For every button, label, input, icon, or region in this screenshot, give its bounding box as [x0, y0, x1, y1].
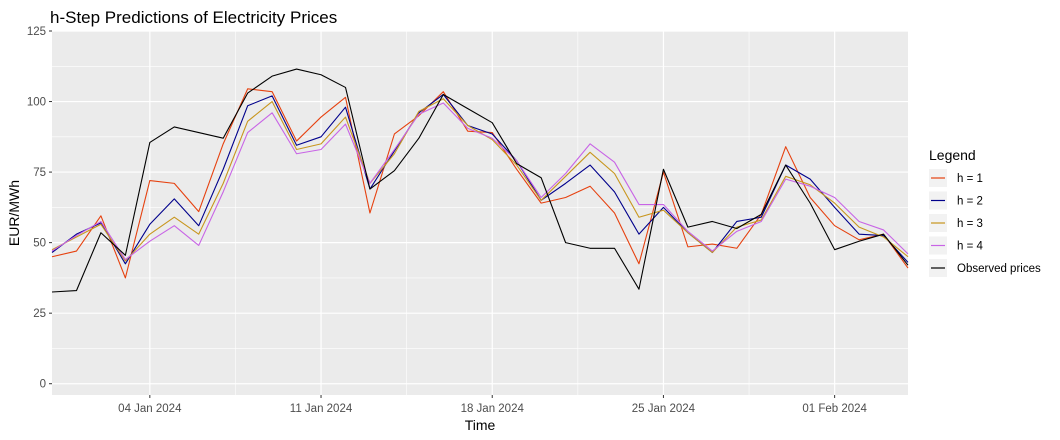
series-line-h-3 [51, 98, 909, 262]
series-line-h-4 [51, 102, 909, 261]
series-line-observed-prices [51, 68, 909, 293]
x-tick-label: 25 Jan 2024 [632, 403, 696, 415]
x-tick-label: 18 Jan 2024 [461, 403, 525, 415]
legend-label: h = 1 [957, 173, 983, 185]
x-tick-label: 04 Jan 2024 [118, 403, 182, 415]
y-tick-label: 100 [27, 97, 46, 109]
legend-items: h = 1 h = 2 h = 3 h = 4 Observed prices [929, 169, 1041, 277]
y-tick-label: 0 [40, 379, 46, 391]
y-tick-label: 75 [33, 167, 46, 179]
series-line-h-1 [51, 88, 909, 279]
x-tick-label: 01 Feb 2024 [802, 403, 867, 415]
legend-label: h = 2 [957, 196, 983, 208]
x-tick-label: 11 Jan 2024 [290, 403, 353, 415]
legend-label: h = 4 [957, 241, 984, 253]
series-layer [51, 68, 909, 293]
legend-title: Legend [929, 147, 976, 163]
legend-label: h = 3 [957, 218, 983, 230]
x-axis-title: Time [465, 417, 496, 433]
series-line-h-2 [51, 93, 909, 265]
chart-title: h-Step Predictions of Electricity Prices [50, 8, 337, 27]
y-tick-label: 125 [27, 26, 46, 38]
legend-label: Observed prices [957, 263, 1041, 275]
y-tick-label: 50 [33, 238, 46, 250]
y-axis-title: EUR/MWh [6, 180, 22, 246]
y-tick-label: 25 [33, 308, 46, 320]
axis-layer: 0 25 50 75 100 125 04 Jan 2024 11 Jan 2024 18 Ja… [27, 26, 868, 415]
legend: Legend h = 1 h = 2 h = 3 h = 4 Observed pric… [918, 140, 1054, 290]
plot-panel [52, 31, 908, 395]
